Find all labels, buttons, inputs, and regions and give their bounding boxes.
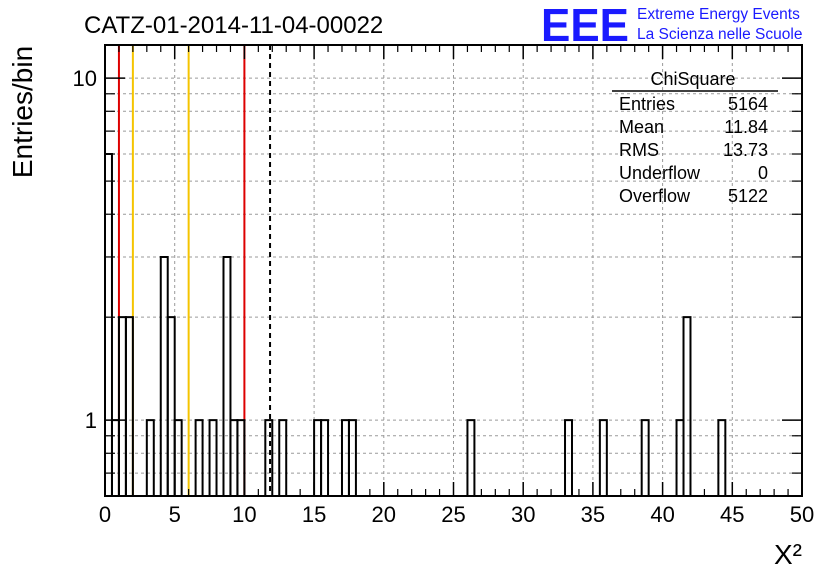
histogram-bin-24	[682, 316, 692, 496]
stats-value-mean: 11.84	[724, 117, 768, 137]
histogram-bin-4	[145, 419, 155, 496]
logo-mark: EEE	[541, 0, 629, 51]
stats-label-underflow: Underflow	[619, 163, 701, 183]
histogram-bin-12	[236, 419, 246, 496]
histogram-bin-20	[564, 419, 573, 496]
stats-title: ChiSquare	[650, 69, 735, 89]
histogram-bin-23	[675, 419, 685, 496]
x-tick-label-15: 15	[302, 502, 326, 527]
x-tick-label-10: 10	[232, 502, 256, 527]
histogram-bin-3	[124, 316, 134, 496]
histogram-bin-18	[347, 419, 357, 496]
histogram-bin-6	[166, 316, 176, 496]
y-axis-title: Entries/bin	[7, 46, 38, 178]
y-tick-label-10: 10	[73, 66, 97, 91]
x-tick-label-20: 20	[372, 502, 396, 527]
stats-value-entries: 5164	[728, 94, 768, 114]
stats-value-overflow: 5122	[728, 186, 768, 206]
stats-value-rms: 13.73	[723, 140, 768, 160]
x-tick-label-40: 40	[650, 502, 674, 527]
x-tick-label-35: 35	[581, 502, 605, 527]
stats-value-underflow: 0	[758, 163, 768, 183]
chart-title: CATZ-01-2014-11-04-00022	[84, 12, 383, 39]
axes: 0 5 10 15 20 25 30 35 40 45 50 1 10	[73, 44, 814, 527]
histogram-bin-16	[320, 419, 330, 496]
histogram-bin-21	[598, 419, 608, 496]
x-tick-label-0: 0	[99, 502, 111, 527]
histogram-bin-13	[264, 419, 274, 496]
histogram-bin-15	[313, 419, 323, 496]
stats-label-overflow: Overflow	[619, 186, 691, 206]
stats-label-entries: Entries	[619, 94, 675, 114]
stats-label-mean: Mean	[619, 117, 664, 137]
histogram-bin-7	[173, 419, 183, 496]
logo-line-1: Extreme Energy Events	[637, 6, 800, 23]
stats-box: ChiSquare Entries 5164 Mean 11.84 RMS 13…	[612, 69, 778, 206]
histogram-bin-11	[229, 419, 239, 496]
logo-line-2: La Scienza nelle Scuole	[637, 26, 802, 43]
eee-logo: EEE Extreme Energy Events La Scienza nel…	[541, 0, 802, 51]
histogram-bin-9	[208, 419, 218, 496]
histogram-bin-1	[110, 419, 120, 496]
reference-lines	[117, 45, 272, 496]
histogram-bin-14	[278, 419, 288, 496]
x-tick-label-25: 25	[441, 502, 465, 527]
histogram-bin-25	[717, 419, 727, 496]
x-axis-title: X²	[774, 539, 802, 570]
histogram-bin-10	[222, 255, 232, 496]
grid	[105, 45, 802, 496]
x-tick-label-5: 5	[169, 502, 181, 527]
histogram-bin-8	[194, 419, 204, 496]
histogram-bin-2	[117, 316, 127, 496]
histogram-bin-0	[104, 153, 113, 496]
histogram-bin-22	[640, 419, 650, 496]
y-tick-label-1: 1	[85, 408, 97, 433]
histogram-bin-19	[466, 419, 476, 496]
histogram-bin-17	[340, 419, 350, 496]
x-tick-label-30: 30	[511, 502, 535, 527]
x-tick-label-50: 50	[790, 502, 814, 527]
x-tick-label-45: 45	[720, 502, 744, 527]
stats-label-rms: RMS	[619, 140, 659, 160]
histogram-bin-5	[159, 255, 169, 496]
